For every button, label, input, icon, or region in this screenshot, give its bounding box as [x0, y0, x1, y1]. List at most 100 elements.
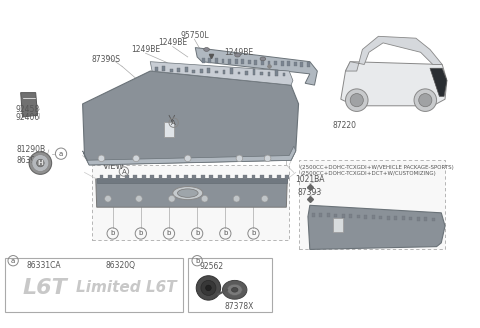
Bar	[260, 175, 264, 179]
Bar	[333, 218, 343, 232]
Polygon shape	[308, 205, 445, 249]
Text: b: b	[167, 231, 171, 236]
Polygon shape	[200, 69, 203, 73]
Polygon shape	[346, 36, 442, 71]
Text: a: a	[11, 258, 15, 264]
Polygon shape	[215, 58, 218, 63]
Polygon shape	[252, 69, 255, 75]
Bar	[184, 175, 188, 179]
Circle shape	[419, 93, 432, 107]
Text: VIEW: VIEW	[103, 162, 125, 171]
Text: (2500CC+DOHC-TCXGDI+DCT+W/CUSTOMIZING): (2500CC+DOHC-TCXGDI+DCT+W/CUSTOMIZING)	[300, 171, 436, 175]
Text: 87220: 87220	[333, 121, 357, 130]
Circle shape	[350, 93, 363, 107]
Text: 86331CA: 86331CA	[27, 261, 61, 270]
Bar	[299, 160, 445, 249]
Polygon shape	[283, 73, 286, 76]
Bar	[5, 258, 183, 312]
Circle shape	[98, 155, 105, 162]
Text: 92562: 92562	[199, 262, 223, 271]
Bar	[188, 258, 272, 312]
Circle shape	[105, 195, 111, 202]
Polygon shape	[215, 71, 218, 73]
Text: 1249BE: 1249BE	[131, 45, 160, 54]
Polygon shape	[245, 71, 248, 75]
Text: 86390A: 86390A	[16, 156, 46, 165]
Bar	[108, 175, 112, 179]
Polygon shape	[162, 66, 165, 72]
Bar	[96, 178, 288, 183]
Circle shape	[414, 89, 437, 112]
Polygon shape	[238, 72, 240, 74]
Bar	[372, 215, 374, 219]
Ellipse shape	[235, 53, 240, 57]
Ellipse shape	[231, 287, 238, 292]
Bar	[176, 175, 180, 179]
Circle shape	[201, 280, 216, 296]
Circle shape	[136, 195, 142, 202]
Polygon shape	[202, 58, 204, 63]
Bar	[167, 175, 171, 179]
Bar	[402, 216, 405, 220]
Circle shape	[36, 159, 44, 167]
Polygon shape	[195, 48, 317, 85]
Polygon shape	[261, 60, 264, 65]
Bar	[364, 215, 367, 219]
Polygon shape	[260, 72, 263, 75]
Ellipse shape	[223, 280, 247, 299]
Circle shape	[196, 276, 221, 300]
Polygon shape	[267, 72, 270, 75]
Bar	[334, 214, 337, 217]
Polygon shape	[241, 59, 244, 64]
Text: 1021BA: 1021BA	[295, 175, 324, 184]
Polygon shape	[222, 59, 224, 63]
Bar	[349, 214, 352, 218]
Text: b: b	[223, 231, 228, 236]
Bar	[99, 175, 103, 179]
Bar	[286, 175, 289, 179]
Text: b: b	[252, 231, 256, 236]
Ellipse shape	[227, 284, 242, 296]
Polygon shape	[307, 62, 310, 67]
Bar	[387, 216, 390, 219]
Polygon shape	[170, 69, 173, 72]
Polygon shape	[281, 61, 284, 66]
Bar	[209, 175, 213, 179]
Text: 95750L: 95750L	[180, 31, 209, 40]
Bar	[150, 175, 154, 179]
Polygon shape	[150, 62, 293, 85]
Text: 92458: 92458	[15, 105, 39, 114]
Polygon shape	[208, 58, 211, 63]
Polygon shape	[178, 68, 180, 72]
Bar	[125, 175, 129, 179]
Circle shape	[202, 195, 208, 202]
Bar	[432, 217, 435, 221]
Circle shape	[205, 285, 211, 291]
Text: L6T: L6T	[23, 278, 67, 298]
Polygon shape	[185, 67, 188, 72]
Ellipse shape	[178, 189, 198, 197]
Bar	[164, 122, 174, 137]
Text: Limited L6T: Limited L6T	[76, 280, 177, 296]
Text: 81290B: 81290B	[16, 145, 46, 154]
Circle shape	[32, 154, 49, 172]
Bar	[342, 214, 345, 218]
Bar	[133, 175, 137, 179]
Polygon shape	[192, 70, 195, 72]
Polygon shape	[223, 70, 225, 74]
Circle shape	[168, 195, 175, 202]
Bar	[394, 216, 397, 220]
Polygon shape	[207, 68, 210, 73]
Text: 92406: 92406	[15, 113, 39, 122]
Bar	[252, 175, 255, 179]
Circle shape	[262, 195, 268, 202]
Text: b: b	[139, 231, 143, 236]
Bar	[159, 175, 162, 179]
Polygon shape	[274, 61, 277, 66]
Circle shape	[29, 152, 52, 174]
Text: 87393: 87393	[298, 188, 322, 197]
Polygon shape	[228, 59, 231, 64]
Text: b: b	[195, 258, 199, 264]
Polygon shape	[341, 62, 447, 106]
Text: 1249BE: 1249BE	[224, 48, 253, 57]
